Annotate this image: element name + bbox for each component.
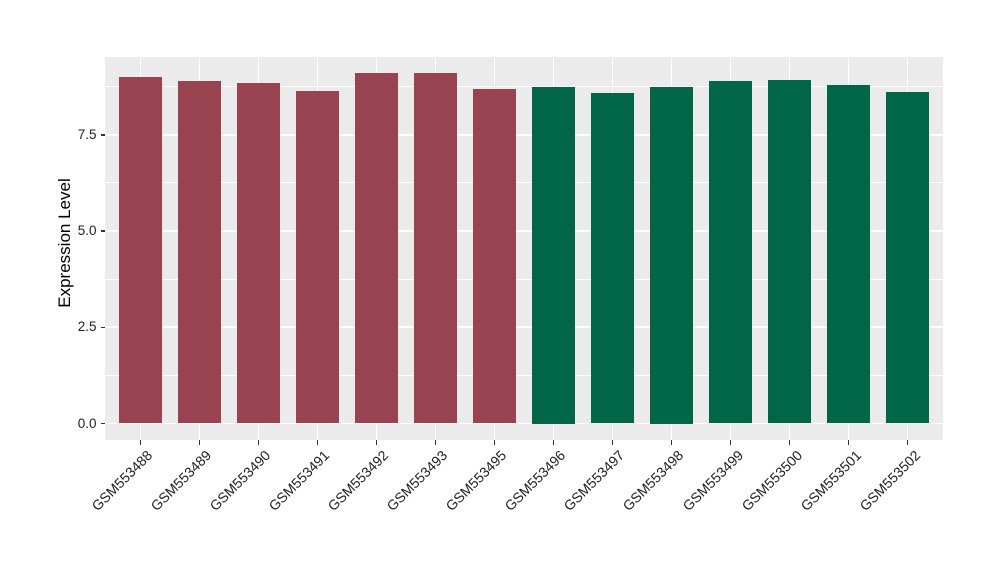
- bar-GSM553499: [709, 80, 752, 424]
- bar-GSM553497: [591, 92, 634, 424]
- bar-GSM553489: [178, 80, 221, 424]
- gridline-major-y: [105, 230, 943, 232]
- x-tick-mark: [847, 440, 850, 445]
- y-tick-label: 7.5: [77, 126, 97, 142]
- bar-GSM553493: [414, 72, 457, 424]
- x-tick-mark: [493, 440, 496, 445]
- gridline-minor-y: [105, 278, 943, 280]
- x-tick-mark: [552, 440, 555, 445]
- x-tick-mark: [611, 440, 614, 445]
- gridline-minor-y: [105, 86, 943, 88]
- bar-GSM553500: [768, 80, 811, 424]
- y-tick-mark: [100, 326, 105, 328]
- y-tick-mark: [100, 422, 105, 425]
- gridline-minor-y: [105, 374, 943, 376]
- x-tick-mark: [198, 440, 201, 445]
- x-tick-mark: [788, 440, 791, 445]
- bar-GSM553492: [355, 72, 398, 424]
- y-tick-label: 2.5: [77, 319, 97, 335]
- x-tick-mark: [375, 440, 378, 445]
- bar-GSM553491: [296, 90, 339, 424]
- y-tick-label: 5.0: [77, 223, 97, 238]
- bar-GSM553496: [532, 86, 575, 424]
- x-tick-mark: [729, 440, 732, 445]
- x-tick-mark: [906, 440, 909, 445]
- gridline-minor-y: [105, 182, 943, 184]
- y-tick-mark: [100, 230, 105, 232]
- bar-GSM553495: [473, 89, 516, 424]
- y-tick-label: 0.0: [77, 415, 97, 431]
- bar-GSM553490: [237, 82, 280, 424]
- x-tick-mark: [316, 440, 319, 445]
- bar-GSM553502: [886, 91, 929, 424]
- x-tick-label: GSM553502: [855, 447, 923, 514]
- gridline-major-y: [105, 133, 943, 136]
- plot-panel: [105, 57, 943, 440]
- x-tick-mark: [257, 440, 260, 445]
- bar-GSM553488: [119, 76, 162, 424]
- gridline-major-y: [105, 326, 943, 329]
- x-tick-mark: [434, 440, 437, 445]
- bar-GSM553501: [827, 84, 870, 424]
- bar-GSM553498: [650, 86, 693, 424]
- gridline-major-y: [105, 422, 943, 425]
- x-tick-mark: [670, 440, 673, 445]
- y-tick-mark: [100, 134, 105, 136]
- x-tick-mark: [139, 440, 142, 445]
